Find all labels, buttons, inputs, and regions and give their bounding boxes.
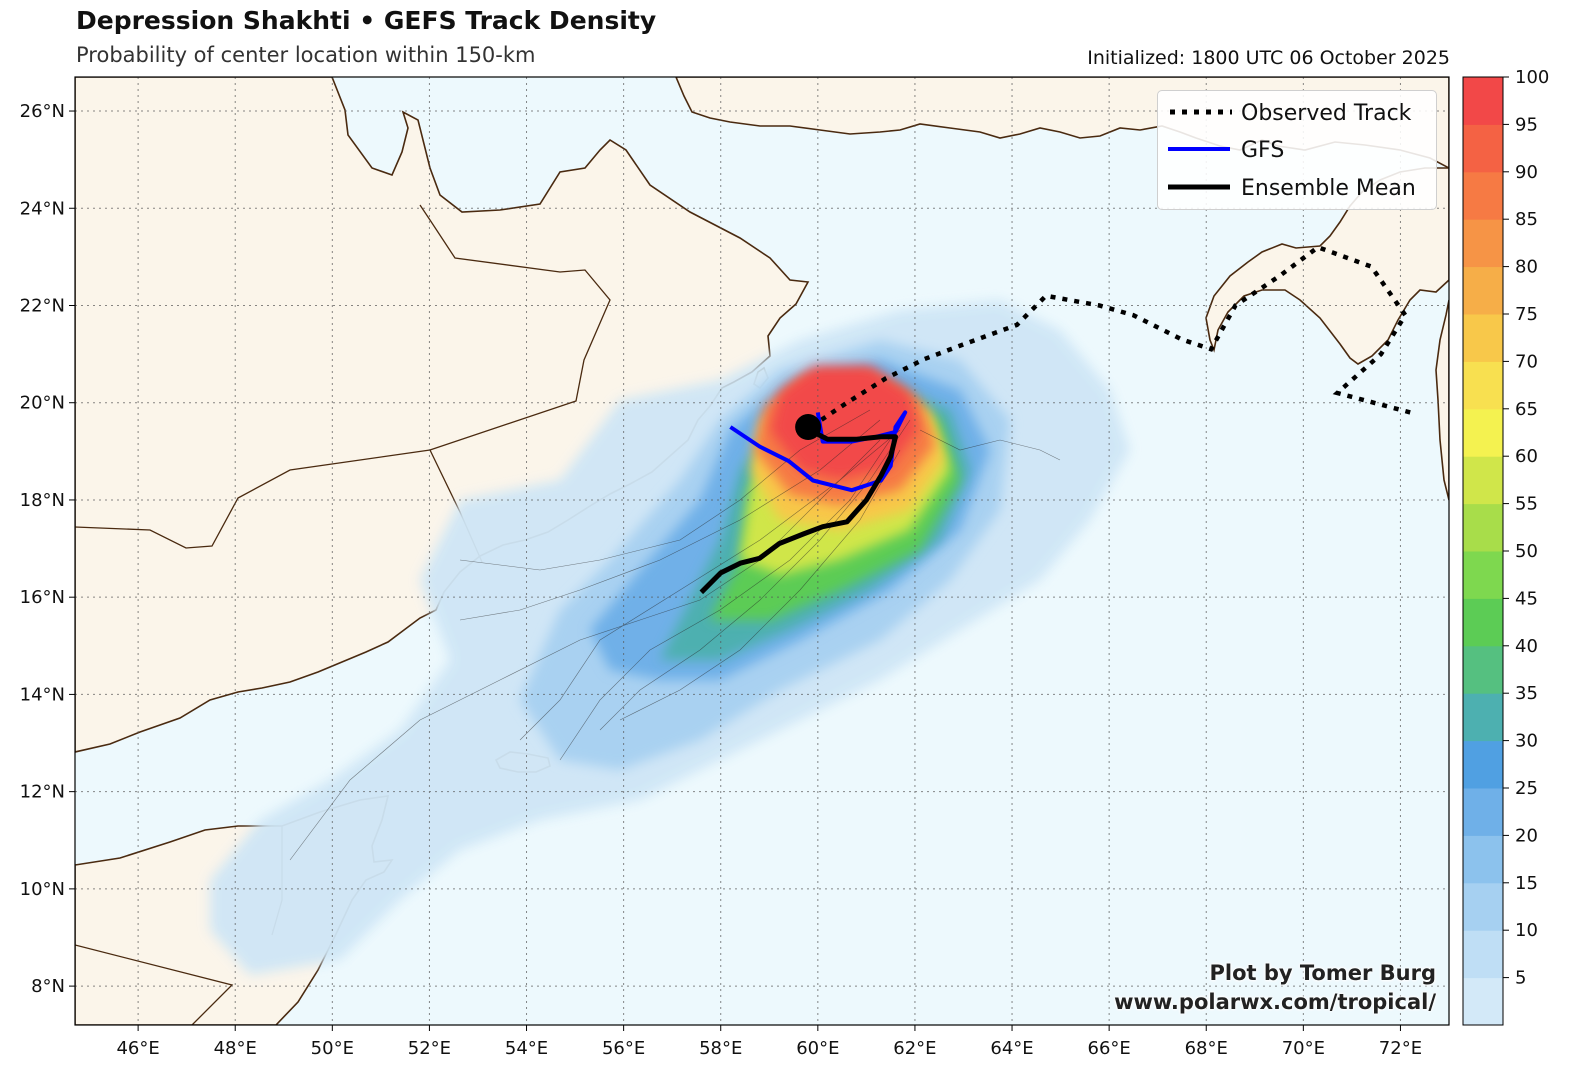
legend-item-gfs: GFS [1158, 134, 1436, 164]
india-west-coast [1435, 299, 1449, 501]
plot-frame [74, 76, 1450, 1026]
map-subtitle: Probability of center location within 15… [76, 43, 536, 67]
density-field [210, 300, 1130, 975]
colorbar-segment [1463, 598, 1503, 647]
colorbar-tick-label: 60 [1515, 446, 1538, 467]
colorbar-tick-label: 20 [1515, 825, 1538, 846]
dotted-line-icon [1170, 109, 1232, 115]
map-title: Depression Shakhti • GEFS Track Density [76, 6, 657, 35]
colorbar-tick-label: 100 [1515, 67, 1549, 88]
lon-tick-label: 50°E [311, 1038, 354, 1059]
colorbar-tick-label: 70 [1515, 351, 1538, 372]
longitude-axis: 46°E 48°E 50°E 52°E 54°E 56°E 58°E 60°E 62°E 64°E… [116, 1025, 1422, 1059]
legend: Observed Track GFS Ensemble Mean [1157, 90, 1437, 210]
legend-item-ensemble-mean: Ensemble Mean [1158, 172, 1436, 202]
colorbar-segment [1463, 645, 1503, 694]
latitude-axis: 8°N 10°N 12°N 14°N 16°N 18°N 20°N 22°N 24°N 26°N [20, 101, 75, 997]
initialized-time: Initialized: 1800 UTC 06 October 2025 [1087, 47, 1450, 69]
colorbar-tick-label: 80 [1515, 257, 1538, 278]
solid-line-icon [1168, 147, 1230, 151]
colorbar-segment [1463, 266, 1503, 315]
lon-tick-label: 60°E [796, 1038, 839, 1059]
lon-tick-label: 48°E [214, 1038, 257, 1059]
colorbar-segment [1463, 551, 1503, 599]
colorbar-tick-label: 25 [1515, 778, 1538, 799]
colorbar-segment [1463, 788, 1503, 836]
colorbar-tick-label: 55 [1515, 494, 1538, 515]
lat-tick-label: 12°N [20, 782, 65, 803]
colorbar-tick-label: 50 [1515, 541, 1538, 562]
colorbar-tick-label: 35 [1515, 683, 1538, 704]
lon-tick-label: 68°E [1185, 1038, 1228, 1059]
colorbar-tick-label: 5 [1515, 968, 1526, 989]
lat-tick-label: 10°N [20, 879, 65, 900]
lon-tick-label: 46°E [116, 1038, 159, 1059]
colorbar-tick-label: 95 [1515, 114, 1538, 135]
lat-tick-label: 18°N [20, 490, 65, 511]
legend-label: Observed Track [1241, 101, 1412, 126]
lon-tick-label: 54°E [505, 1038, 548, 1059]
colorbar-segment [1463, 693, 1503, 742]
lat-tick-label: 16°N [20, 587, 65, 608]
colorbar-segment [1463, 408, 1503, 457]
lon-tick-label: 52°E [408, 1038, 451, 1059]
colorbar-segment [1463, 314, 1503, 362]
colorbar-tick-label: 40 [1515, 636, 1538, 657]
credit-author: Plot by Tomer Burg [1209, 961, 1437, 985]
current-position-marker [795, 414, 822, 441]
colorbar-tick-label: 85 [1515, 209, 1538, 230]
lon-tick-label: 56°E [602, 1038, 645, 1059]
lon-tick-label: 72°E [1379, 1038, 1422, 1059]
lat-tick-label: 14°N [20, 684, 65, 705]
colorbar-tick-label: 75 [1515, 304, 1538, 325]
colorbar: 5 10 15 20 25 30 35 40 45 50 55 60 65 70 75 80 85 90 95 100 [1462, 67, 1549, 1026]
colorbar-tick-label: 90 [1515, 162, 1538, 183]
colorbar-segment [1463, 930, 1503, 979]
colorbar-segment [1463, 171, 1503, 220]
colorbar-segment [1463, 124, 1503, 173]
lat-tick-label: 22°N [20, 295, 65, 316]
colorbar-segment [1463, 882, 1503, 931]
colorbar-segment [1463, 77, 1503, 125]
lon-tick-label: 70°E [1282, 1038, 1325, 1059]
legend-label: GFS [1241, 138, 1285, 163]
lat-tick-label: 20°N [20, 393, 65, 414]
colorbar-segment [1463, 456, 1503, 505]
lon-tick-label: 64°E [990, 1038, 1033, 1059]
colorbar-tick-label: 45 [1515, 588, 1538, 609]
gridlines [75, 77, 1449, 1025]
lon-tick-label: 66°E [1088, 1038, 1131, 1059]
legend-label: Ensemble Mean [1241, 176, 1416, 201]
lon-tick-label: 62°E [893, 1038, 936, 1059]
colorbar-tick-label: 15 [1515, 873, 1538, 894]
colorbar-tick-label: 65 [1515, 399, 1538, 420]
lat-tick-label: 8°N [31, 976, 65, 997]
colorbar-segment [1463, 740, 1503, 789]
lat-tick-label: 26°N [20, 101, 65, 122]
credit-url: www.polarwx.com/tropical/ [1114, 990, 1436, 1014]
ensemble-mean-line [699, 429, 898, 595]
colorbar-segment [1463, 361, 1503, 410]
lat-tick-label: 24°N [20, 198, 65, 219]
colorbar-segment [1463, 977, 1503, 1026]
colorbar-tick-label: 30 [1515, 731, 1538, 752]
colorbar-tick-label: 10 [1515, 920, 1538, 941]
solid-line-icon [1168, 184, 1230, 190]
lon-tick-label: 58°E [699, 1038, 742, 1059]
colorbar-segment [1463, 503, 1503, 552]
colorbar-segment [1463, 219, 1503, 268]
colorbar-segment [1463, 835, 1503, 884]
legend-item-observed: Observed Track [1158, 97, 1436, 127]
